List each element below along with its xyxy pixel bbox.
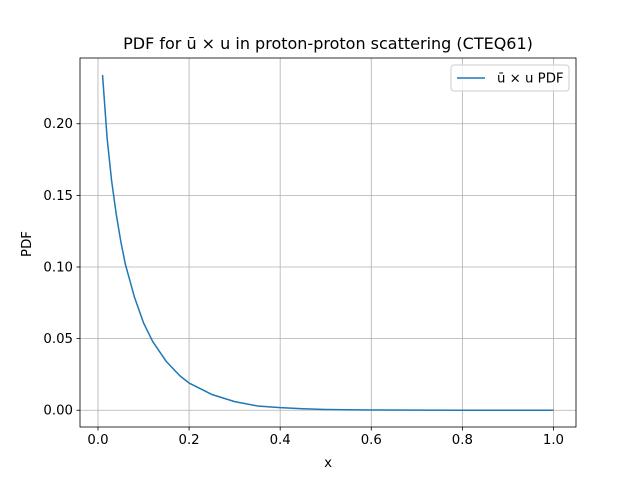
axis-ticks: 0.0 0.2 0.4 0.6 0.8 1.0 0.00 0.05 0.10 0.15 0.20 [43,117,564,448]
x-tick-label: 0.0 [87,433,108,448]
y-axis-label: PDF [20,231,35,257]
grid-lines [80,58,576,427]
y-tick-label: 0.10 [43,260,73,275]
y-tick-label: 0.05 [43,332,73,347]
legend-label: ū × u PDF [497,72,564,87]
chart-title: PDF for ū × u in proton-proton scatterin… [123,34,533,53]
x-axis-label: x [324,456,332,471]
legend: ū × u PDF [450,64,570,92]
y-tick-label: 0.15 [43,189,73,204]
legend-box [450,64,570,92]
x-tick-label: 0.8 [452,433,473,448]
y-tick-label: 0.00 [43,404,73,419]
y-tick-label: 0.20 [43,117,73,132]
axes-frame [79,57,577,428]
plot-area-border [79,57,577,428]
x-tick-label: 0.4 [270,433,291,448]
series-line [101,74,554,411]
x-tick-label: 1.0 [543,433,564,448]
series-layer [101,74,554,411]
x-tick-label: 0.6 [361,433,382,448]
x-tick-label: 0.2 [179,433,200,448]
